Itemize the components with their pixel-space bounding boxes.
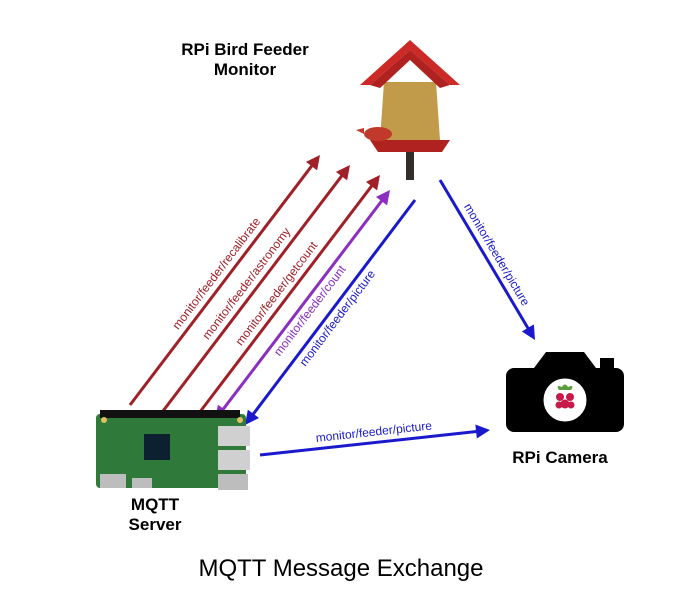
- edge-label-picture-sc: monitor/feeder/picture: [315, 418, 433, 445]
- bird-feeder-node: [350, 30, 470, 180]
- edge-label-picture-fc: monitor/feeder/picture: [461, 201, 533, 309]
- diagram-title: MQTT Message Exchange: [0, 555, 682, 583]
- rpi-camera-label: RPi Camera: [495, 448, 625, 468]
- bird-feeder-label: RPi Bird FeederMonitor: [150, 40, 340, 79]
- rpi-camera-node: [500, 340, 630, 440]
- mqtt-server-node: [90, 400, 260, 500]
- edge-picture-sc: monitor/feeder/picture: [260, 418, 490, 455]
- diagram-stage: monitor/feeder/recalibratemonitor/feeder…: [0, 0, 682, 600]
- mqtt-server-label: MQTTServer: [110, 495, 200, 534]
- edge-count: monitor/feeder/count: [215, 190, 390, 420]
- edge-picture-fc: monitor/feeder/picture: [440, 180, 535, 340]
- arrows-layer: monitor/feeder/recalibratemonitor/feeder…: [0, 0, 682, 600]
